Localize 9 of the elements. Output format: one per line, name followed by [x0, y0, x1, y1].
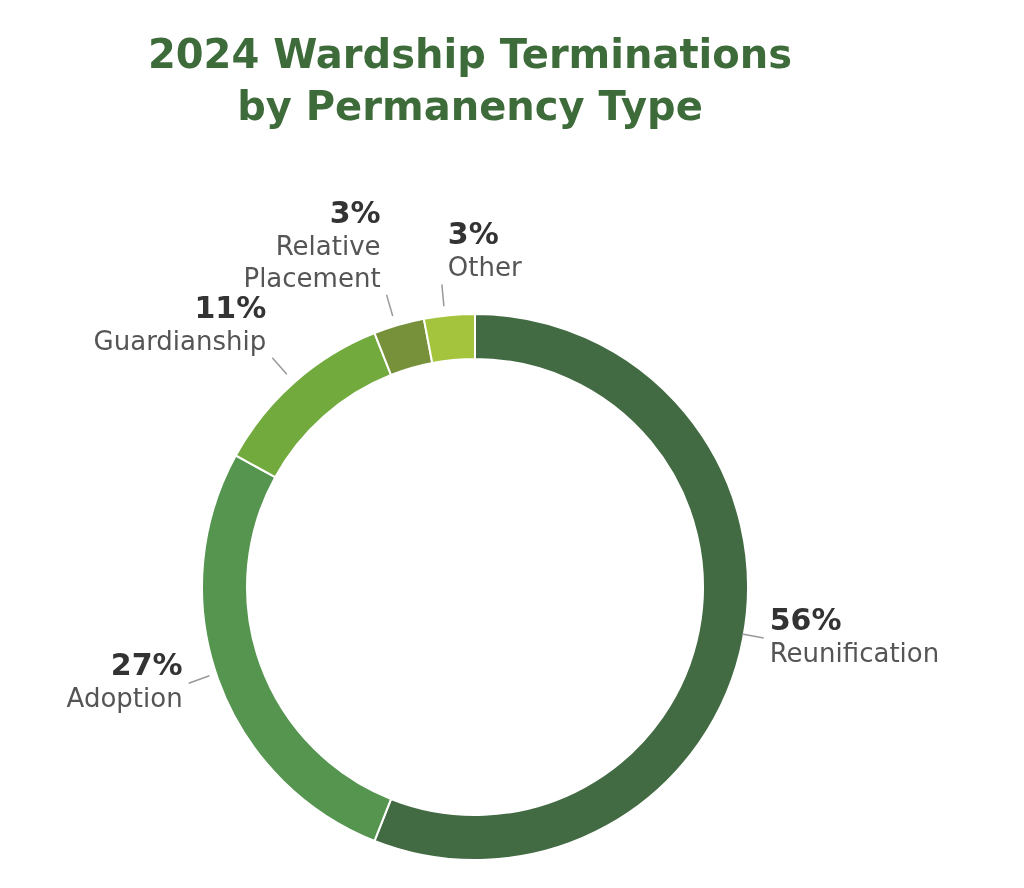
data-label: 3%: [447, 216, 499, 252]
data-label: 27%: [110, 647, 183, 683]
slice-label: Guardianship: [93, 325, 267, 356]
chart-title: 2024 Wardship Terminations by Permanency Type: [146, 30, 794, 131]
slice-label: Adoption: [66, 683, 183, 714]
slice-label: Reunification: [769, 638, 940, 669]
data-label: 56%: [769, 602, 842, 638]
data-label: 3%: [329, 194, 381, 230]
slice-label: Other: [447, 252, 522, 283]
